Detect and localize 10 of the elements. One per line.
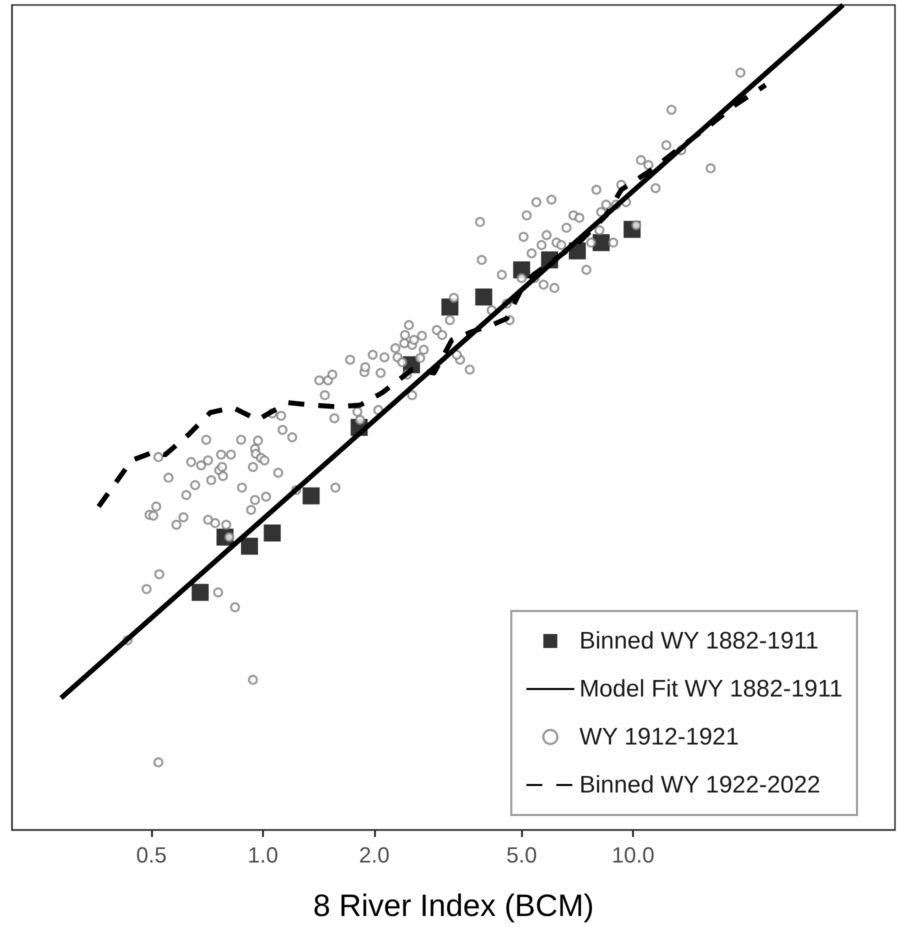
- legend-label: WY 1912-1921: [579, 724, 739, 750]
- x-tick-label: 1.0: [248, 842, 278, 868]
- x-tick-label: 10.0: [612, 842, 654, 868]
- x-tick-label: 5.0: [506, 842, 537, 868]
- legend-label: Model Fit WY 1882-1911: [579, 676, 843, 702]
- x-tick-label: 2.0: [359, 842, 390, 868]
- legend-label: Binned WY 1882-1911: [579, 628, 819, 654]
- x-tick-label: 0.5: [136, 842, 167, 868]
- legend-label: Binned WY 1922-2022: [579, 772, 820, 798]
- x-axis-title: 8 River Index (BCM): [313, 888, 594, 923]
